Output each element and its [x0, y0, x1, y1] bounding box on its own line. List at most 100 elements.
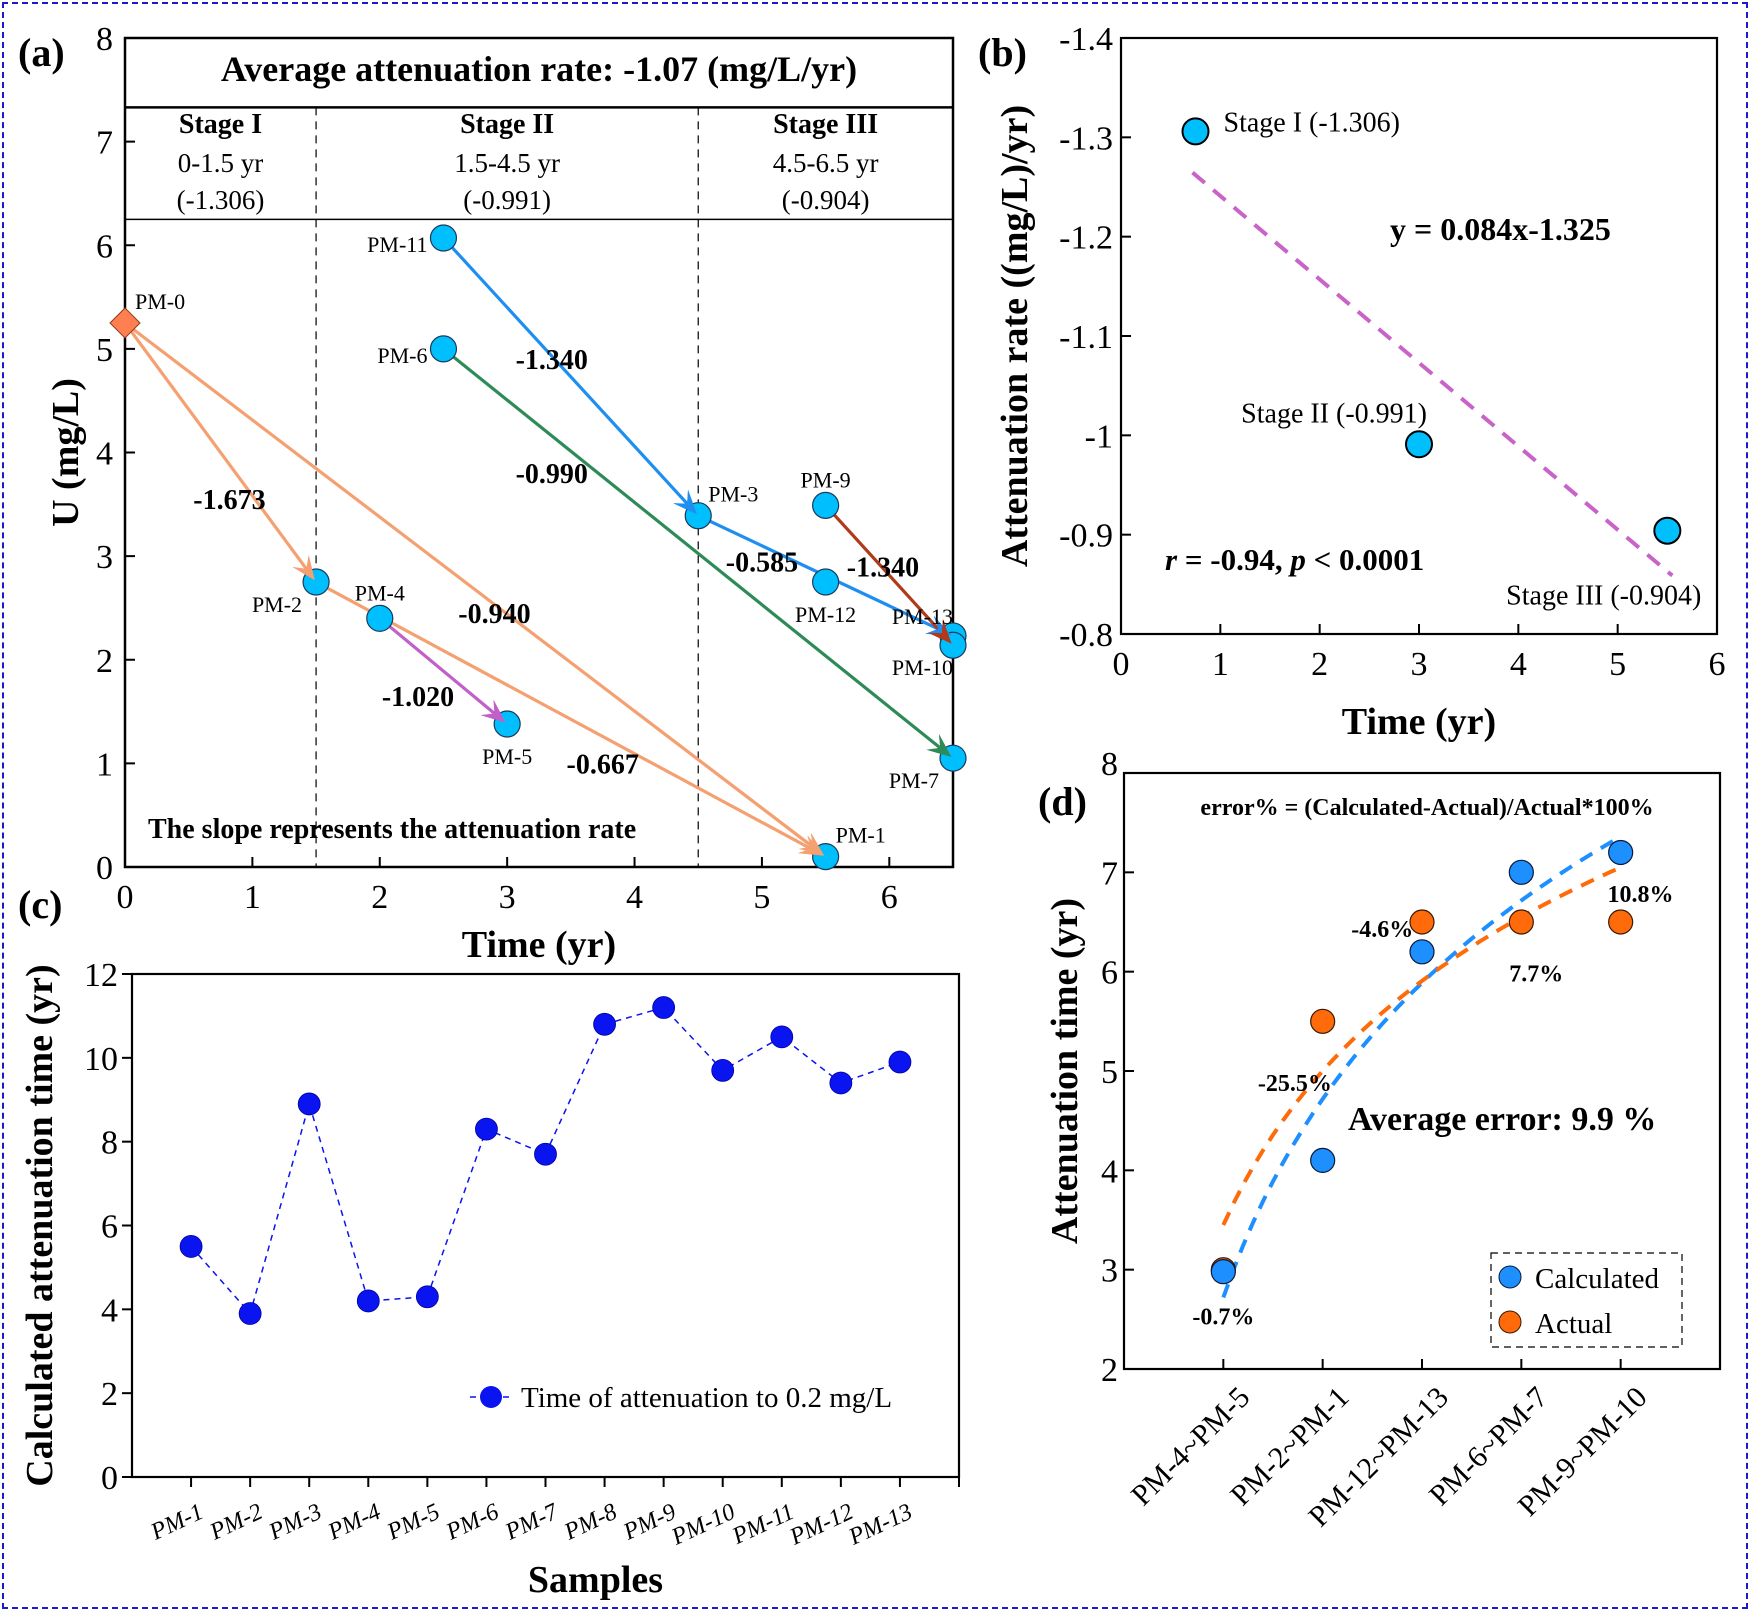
- y-tick-label-a: 1: [96, 746, 113, 783]
- point-label: PM-5: [482, 744, 532, 769]
- data-point: [429, 224, 458, 252]
- arrow-head-overlay: [928, 619, 952, 644]
- data-point: [534, 1142, 557, 1166]
- x-tick-label-a: 4: [626, 879, 643, 916]
- point-label: Stage III (-0.904): [1506, 581, 1701, 612]
- y-tick-label-c: 12: [84, 957, 118, 994]
- data-point-actual: [1409, 909, 1435, 935]
- y-tick-label-c: 4: [101, 1292, 118, 1329]
- stage-range: 4.5-6.5 yr: [773, 148, 879, 178]
- arrow-line: [442, 347, 942, 750]
- arrow-head-overlay: [926, 734, 952, 757]
- legend-label: Time of attenuation to 0.2 mg/L: [521, 1382, 892, 1414]
- data-point: [415, 1285, 439, 1309]
- data-point-actual: [1508, 909, 1534, 935]
- stage-rate: (-0.904): [782, 185, 870, 215]
- x-tick-label-c: PM-7: [501, 1498, 563, 1546]
- error-label: -0.7%: [1192, 1304, 1254, 1330]
- x-tick-label-c: PM-4: [323, 1499, 384, 1546]
- y-tick-label-c: 0: [101, 1460, 118, 1497]
- slope-label: -0.990: [516, 459, 588, 490]
- y-tick-label-a: 4: [96, 436, 113, 473]
- x-tick-label-c: PM-9: [619, 1499, 680, 1546]
- slope-label: -0.667: [567, 749, 639, 780]
- data-point: [888, 1050, 912, 1074]
- stage-rate: (-0.991): [463, 185, 551, 215]
- panel-label-c: (c): [18, 882, 62, 927]
- y-tick-label-a: 7: [96, 125, 113, 162]
- point-label: Stage II (-0.991): [1241, 398, 1427, 429]
- y-tick-label-d: 6: [1101, 955, 1118, 992]
- y-tick-label-a: 6: [96, 228, 113, 265]
- slope-label: -1.020: [382, 682, 454, 713]
- y-tick-label-a: 8: [96, 21, 113, 58]
- data-point: [770, 1025, 794, 1049]
- data-point: [429, 335, 458, 363]
- data-point: [812, 568, 840, 596]
- y-tick-label-d: 8: [1101, 746, 1118, 783]
- data-point: [1181, 117, 1210, 146]
- y-tick-label-b: -1: [1085, 418, 1113, 455]
- x-tick-label-c: PM-1: [146, 1499, 207, 1546]
- error-label: -4.6%: [1351, 917, 1413, 943]
- panel-d: 2345678PM-4~PM-5PM-2~PM-1PM-12~PM-13PM-6…: [1044, 746, 1722, 1533]
- y-tick-label-a: 3: [96, 539, 113, 576]
- fit-equation: y = 0.084x-1.325: [1390, 211, 1611, 247]
- data-point: [366, 604, 394, 632]
- x-tick-label-b: 6: [1709, 646, 1726, 683]
- x-tick-label-b: 3: [1411, 646, 1428, 683]
- data-point: [593, 1012, 616, 1036]
- x-tick-label-c: PM-12: [785, 1499, 857, 1551]
- panel-a: Average attenuation rate: -1.07 (mg/L/yr…: [45, 21, 967, 966]
- point-label: PM-11: [367, 232, 427, 257]
- x-tick-label-b: 0: [1113, 646, 1130, 683]
- point-label: PM-7: [889, 768, 939, 793]
- x-tick-label-a: 6: [881, 879, 898, 916]
- y-tick-label-b: -0.9: [1059, 518, 1113, 555]
- chart-title-a: Average attenuation rate: -1.07 (mg/L/yr…: [221, 49, 857, 89]
- trend-curve-calculated: [1221, 834, 1622, 1299]
- y-axis-label-d: Attenuation time (yr): [1044, 898, 1086, 1244]
- error-label: 10.8%: [1608, 882, 1674, 908]
- y-tick-label-b: -1.3: [1059, 120, 1113, 157]
- stage-name: Stage I: [179, 109, 262, 140]
- point-label: PM-4: [355, 580, 405, 605]
- legend-box: [1490, 1252, 1683, 1348]
- y-tick-label-d: 5: [1101, 1054, 1118, 1091]
- point-label: PM-1: [836, 823, 886, 848]
- data-point-diamond: [109, 307, 141, 339]
- arrow-line: [123, 322, 308, 571]
- legend-label-calculated: Calculated: [1535, 1263, 1660, 1295]
- data-point: [1405, 430, 1433, 459]
- legend-marker: [480, 1386, 502, 1408]
- slope-label: -1.340: [847, 552, 919, 583]
- x-tick-label-a: 0: [117, 879, 134, 916]
- data-point-calculated: [1508, 859, 1534, 885]
- y-tick-label-d: 2: [1101, 1352, 1118, 1389]
- data-point: [297, 1092, 321, 1116]
- arrow-line: [315, 580, 813, 851]
- x-tick-label-c: PM-6: [442, 1499, 503, 1546]
- data-point-calculated: [1210, 1259, 1236, 1285]
- panel-label-b: (b): [978, 30, 1027, 75]
- y-axis-label-a: U (mg/L): [45, 378, 87, 527]
- point-label: PM-2: [252, 592, 302, 617]
- error-label: -25.5%: [1258, 1071, 1332, 1097]
- stage-rate: (-1.306): [177, 185, 265, 215]
- point-label: Stage I (-1.306): [1224, 107, 1401, 138]
- data-point-calculated: [1310, 1147, 1336, 1174]
- data-point: [1653, 516, 1682, 545]
- x-tick-label-c: PM-2: [205, 1499, 266, 1546]
- x-tick-label-a: 1: [244, 879, 261, 916]
- x-axis-label-b: Time (yr): [1342, 701, 1496, 743]
- data-point-calculated: [1608, 839, 1634, 866]
- y-tick-label-d: 4: [1101, 1153, 1118, 1190]
- data-point: [812, 491, 840, 519]
- data-point: [829, 1071, 853, 1095]
- y-axis-label-c: Calculated attenuation time (yr): [19, 964, 61, 1486]
- y-tick-label-b: -1.2: [1059, 220, 1113, 257]
- data-point-calculated: [1409, 939, 1435, 965]
- x-tick-label-c: PM-3: [264, 1499, 325, 1546]
- x-tick-label-c: PM-8: [560, 1499, 621, 1546]
- y-tick-label-a: 0: [96, 850, 113, 887]
